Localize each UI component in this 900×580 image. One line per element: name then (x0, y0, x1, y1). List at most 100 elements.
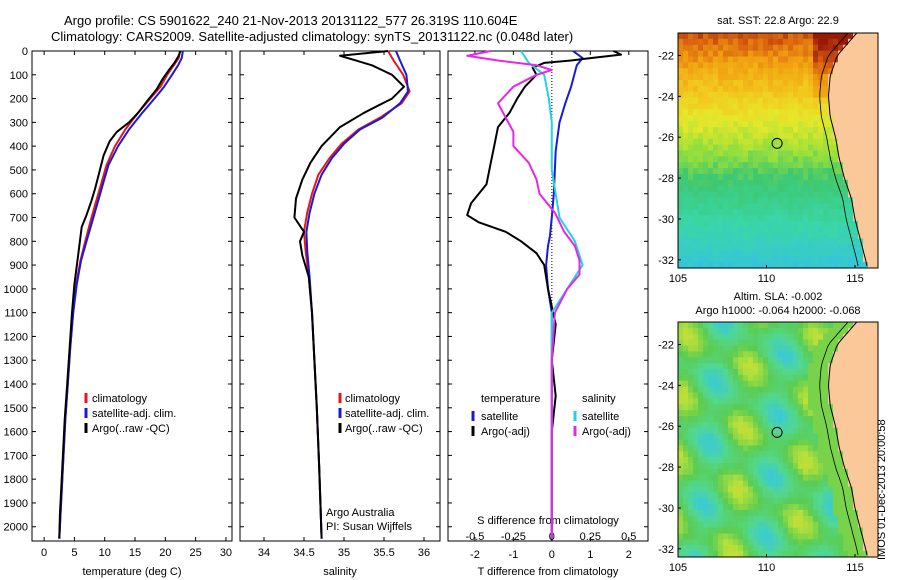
legend-label: climatology (92, 393, 148, 405)
shelf-contour (819, 32, 859, 267)
x-tick-label-S: 0.5 (621, 531, 636, 543)
legend-label: satellite (582, 411, 619, 423)
y-tick-label: 1300 (4, 355, 28, 367)
y-tick-label: 1500 (4, 403, 28, 415)
x-tick-label: 35 (338, 547, 350, 559)
y-tick-label: -22 (658, 339, 674, 351)
figure-title-line1: Argo profile: CS 5901622_240 21-Nov-2013… (64, 13, 518, 28)
x-tick-label: 105 (669, 562, 687, 574)
y-tick-label: 1400 (4, 379, 28, 391)
legend-label: climatology (345, 393, 401, 405)
y-tick-label: 800 (10, 236, 28, 248)
y-tick-label: 1800 (4, 474, 28, 486)
x-tick-label: 10 (99, 547, 111, 559)
x-tick-label-T: 1 (587, 549, 593, 561)
x-tick-label: 115 (846, 273, 864, 285)
y-tick-label: 200 (10, 94, 28, 106)
map-frame (677, 32, 879, 269)
annotation-pi: PI: Susan Wijffels (326, 521, 412, 533)
y-tick-label: 1900 (4, 498, 28, 510)
x-tick-label: 25 (190, 547, 202, 559)
y-tick-label: 1700 (4, 450, 28, 462)
x-axis-label-top: S difference from climatology (477, 515, 619, 527)
y-tick-label: -30 (658, 503, 674, 515)
coastline (828, 321, 868, 556)
legend-label: Argo(..raw -QC) (92, 423, 170, 435)
imos-timestamp: IMOS 01-Dec-2013 20:00:58 (876, 419, 888, 560)
y-tick-label: 0 (22, 46, 28, 58)
x-axis-label: temperature (deg C) (82, 566, 181, 578)
y-tick-label: 1200 (4, 331, 28, 343)
x-tick-label: 15 (129, 547, 141, 559)
x-tick-label-S: -0.5 (465, 531, 484, 543)
y-tick-label: -28 (658, 462, 674, 474)
x-tick-label-S: -0.25 (501, 531, 526, 543)
x-tick-label-T: -2 (470, 549, 480, 561)
legend-heading-temperature: temperature (481, 393, 540, 405)
y-tick-label: -28 (658, 173, 674, 185)
x-tick-label: 34 (258, 547, 270, 559)
y-tick-label: -24 (658, 380, 674, 392)
y-tick-label: 1600 (4, 427, 28, 439)
y-tick-label: -22 (658, 50, 674, 62)
x-tick-label: 20 (159, 547, 171, 559)
x-tick-label: 0 (41, 547, 47, 559)
y-tick-label: 700 (10, 213, 28, 225)
legend-heading-salinity: salinity (582, 393, 616, 405)
difference-line-3 (466, 50, 581, 539)
y-tick-label: 1000 (4, 284, 28, 296)
x-tick-label: 105 (669, 273, 687, 285)
panel-frame (239, 50, 441, 542)
legend-label: satellite (481, 411, 518, 423)
x-tick-label: 34.5 (293, 547, 314, 559)
y-tick-label: -30 (658, 214, 674, 226)
panel-frame (31, 50, 233, 542)
y-tick-label: 500 (10, 165, 28, 177)
x-tick-label: 110 (758, 273, 776, 285)
y-tick-label: 400 (10, 141, 28, 153)
x-tick-label: 35.5 (373, 547, 394, 559)
x-tick-label: 115 (846, 562, 864, 574)
sla-map-subtitle: Argo h1000: -0.064 h2000: -0.068 (695, 305, 861, 317)
sst-map (677, 32, 879, 269)
y-tick-label: 100 (10, 70, 28, 82)
y-tick-label: 1100 (4, 308, 28, 320)
y-tick-label: -26 (658, 132, 674, 144)
figure-title-line2: Climatology: CARS2009. Satellite-adjuste… (51, 29, 574, 44)
profile-panel-0 (31, 50, 233, 542)
shelf-contour (819, 321, 859, 556)
x-tick-label-T: 2 (626, 549, 632, 561)
y-tick-label: -32 (658, 255, 674, 267)
y-tick-label: -32 (658, 544, 674, 556)
x-tick-label-T: 0 (549, 549, 555, 561)
salinity-line-argorawqc (293, 50, 405, 539)
legend-label: Argo(-adj) (582, 426, 631, 438)
y-tick-label: 300 (10, 117, 28, 129)
y-tick-label: 900 (10, 260, 28, 272)
argo-float-marker (771, 137, 783, 149)
sla-map-title: Altim. SLA: -0.002 (733, 291, 823, 303)
argo-float-marker (771, 426, 783, 438)
y-tick-label: -24 (658, 91, 674, 103)
profile-panel-2 (447, 50, 649, 542)
difference-line-1 (466, 50, 623, 539)
legend-label: satellite-adj. clim. (345, 408, 429, 420)
x-tick-label: 36 (418, 547, 430, 559)
sst-map-title: sat. SST: 22.8 Argo: 22.9 (717, 15, 839, 27)
panel-frame (447, 50, 649, 542)
profile-panel-1 (239, 50, 441, 542)
y-tick-label: 600 (10, 189, 28, 201)
annotation-argo-australia: Argo Australia (326, 507, 395, 519)
y-tick-label: -26 (658, 421, 674, 433)
x-tick-label: 30 (220, 547, 232, 559)
legend-label: satellite-adj. clim. (92, 408, 176, 420)
temperature-line-argorawqc (58, 50, 182, 539)
legend-label: Argo(..raw -QC) (345, 423, 423, 435)
x-tick-label: 5 (71, 547, 77, 559)
x-tick-label: 110 (758, 562, 776, 574)
x-axis-label: T difference from climatology (478, 566, 619, 578)
legend-label: Argo(-adj) (481, 426, 530, 438)
x-tick-label-T: -1 (508, 549, 518, 561)
sla-map (677, 321, 879, 558)
